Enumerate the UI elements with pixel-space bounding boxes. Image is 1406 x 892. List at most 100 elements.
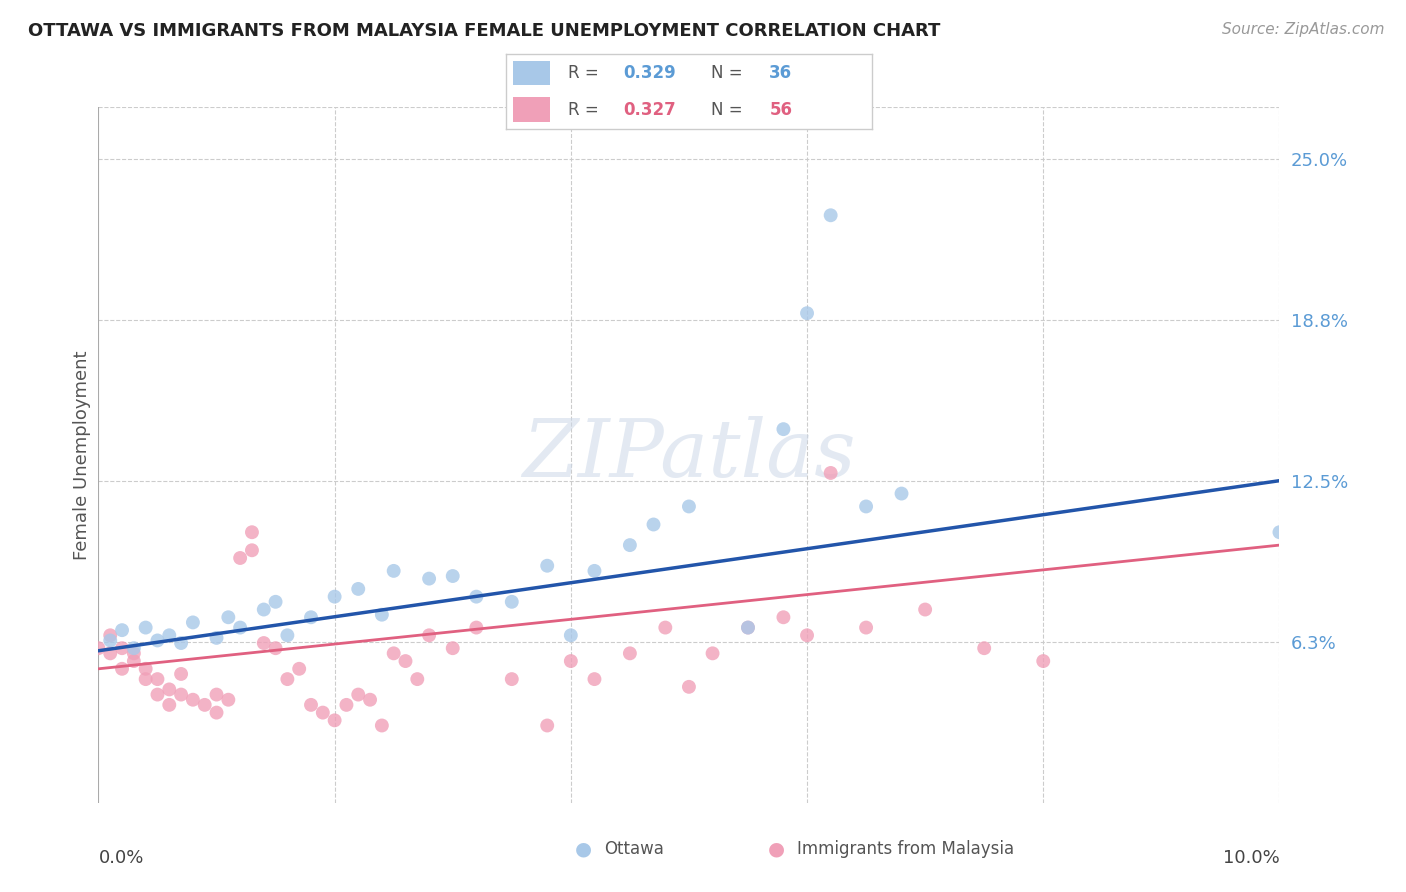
Point [394,654,416,668]
Point [890,486,912,500]
Point [146,672,169,686]
Text: Immigrants from Malaysia: Immigrants from Malaysia [797,840,1014,858]
Text: ●: ● [575,839,592,858]
Text: Ottawa: Ottawa [605,840,665,858]
Point [135,672,157,686]
Point [312,706,335,720]
Point [335,698,357,712]
Text: N =: N = [711,101,748,119]
Point [253,636,276,650]
Point [536,558,558,573]
Point [702,646,724,660]
Point [441,641,464,656]
Point [465,590,488,604]
Point [157,698,180,712]
Point [299,610,322,624]
Point [111,641,134,656]
Point [240,543,263,558]
Point [122,641,145,656]
Point [170,636,193,650]
Text: 0.327: 0.327 [623,101,676,119]
Point [1268,525,1291,540]
Point [347,582,370,596]
Point [98,633,121,648]
Point [276,628,298,642]
Point [205,631,228,645]
Point [820,466,842,480]
Point [264,595,287,609]
Point [654,621,676,635]
Point [441,569,464,583]
Text: ZIPatlas: ZIPatlas [522,417,856,493]
Point [371,607,394,622]
Point [217,610,239,624]
Point [98,646,121,660]
Point [157,682,180,697]
Point [205,688,228,702]
Point [382,646,405,660]
Point [418,572,440,586]
FancyBboxPatch shape [513,62,550,86]
Point [796,628,818,642]
Point [87,641,110,656]
Point [288,662,311,676]
Point [914,602,936,616]
Point [501,595,523,609]
Point [406,672,429,686]
Text: Source: ZipAtlas.com: Source: ZipAtlas.com [1222,22,1385,37]
Point [772,422,794,436]
Point [643,517,665,532]
Point [299,698,322,712]
Point [170,688,193,702]
Point [371,718,394,732]
Text: OTTAWA VS IMMIGRANTS FROM MALAYSIA FEMALE UNEMPLOYMENT CORRELATION CHART: OTTAWA VS IMMIGRANTS FROM MALAYSIA FEMAL… [28,22,941,40]
Point [122,646,145,660]
Point [501,672,523,686]
Text: 36: 36 [769,64,793,82]
Point [240,525,263,540]
Point [135,621,157,635]
Point [796,306,818,320]
Point [678,500,700,514]
Point [583,564,606,578]
Point [418,628,440,642]
Point [820,208,842,222]
Point [1032,654,1054,668]
Point [583,672,606,686]
Point [111,623,134,637]
Text: 56: 56 [769,101,793,119]
Y-axis label: Female Unemployment: Female Unemployment [73,351,91,559]
Point [264,641,287,656]
Point [323,714,346,728]
Point [181,615,204,630]
Point [157,628,180,642]
Point [205,706,228,720]
Point [737,621,759,635]
Text: 0.329: 0.329 [623,64,676,82]
Text: R =: R = [568,64,605,82]
Point [217,692,239,706]
Point [276,672,298,686]
Point [229,621,252,635]
Point [973,641,995,656]
Point [194,698,217,712]
Point [359,692,381,706]
Point [135,662,157,676]
Text: N =: N = [711,64,748,82]
Point [122,654,145,668]
Point [347,688,370,702]
Text: 0.0%: 0.0% [98,849,143,867]
Point [323,590,346,604]
Point [536,718,558,732]
Point [146,688,169,702]
Point [111,662,134,676]
Point [560,628,582,642]
Text: R =: R = [568,101,605,119]
Point [170,667,193,681]
Point [146,633,169,648]
Point [382,564,405,578]
Text: ●: ● [768,839,785,858]
Point [98,628,121,642]
Point [619,538,641,552]
Point [465,621,488,635]
